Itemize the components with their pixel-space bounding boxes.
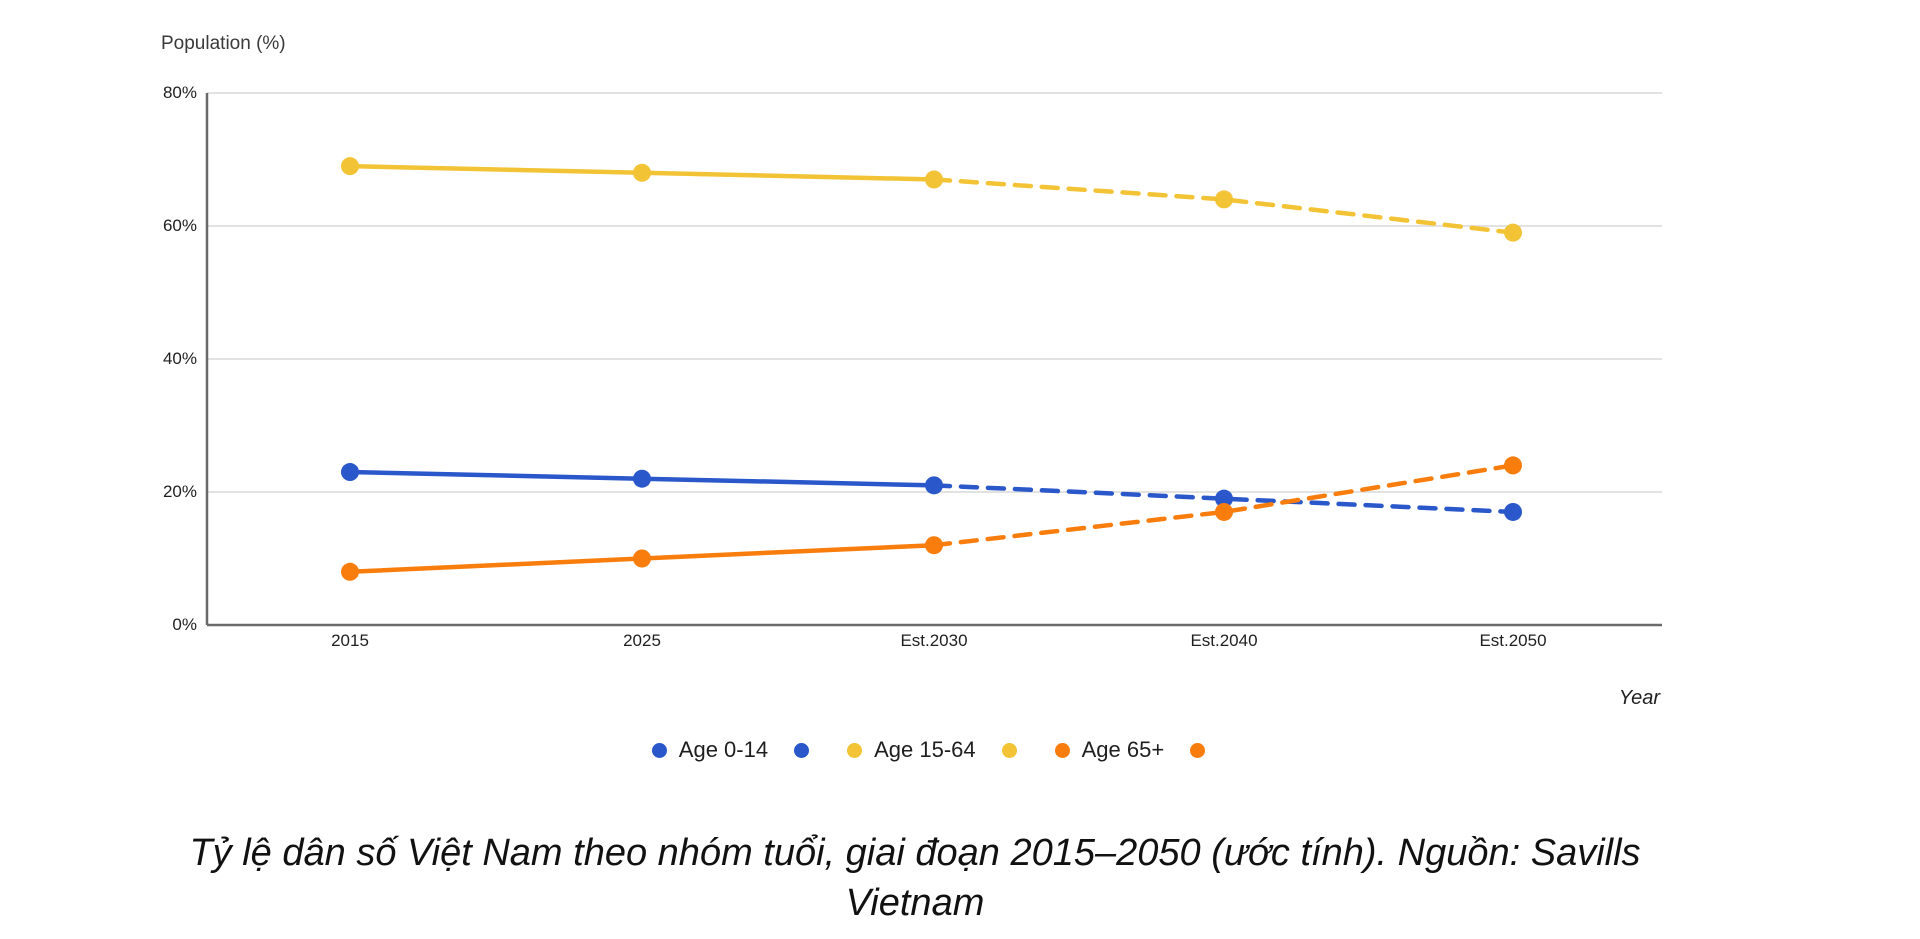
caption-line-2: Vietnam — [845, 882, 985, 924]
legend-item[interactable] — [1001, 742, 1029, 758]
chart-legend: Age 0-14 Age 15-64 Age 65+ — [207, 737, 1662, 763]
data-point-age-15-64-est-2050[interactable] — [1504, 223, 1522, 242]
data-point-age-0-14-est-2030[interactable] — [925, 476, 943, 495]
data-point-age-0-14-2025[interactable] — [633, 469, 651, 488]
x-tick-label-2025: 2025 — [623, 631, 661, 650]
y-tick-label-0: 0% — [172, 615, 197, 634]
data-point-age-65-est-2050[interactable] — [1504, 456, 1522, 475]
legend-item[interactable]: Age 0-14 — [651, 737, 769, 763]
x-tick-label-est2050: Est.2050 — [1479, 631, 1547, 650]
series-line-age-15-64-dashed — [931, 177, 1516, 235]
series-line-age-65-dashed — [931, 463, 1516, 548]
data-point-age-65-2025[interactable] — [633, 549, 651, 568]
legend-dot-icon — [847, 742, 863, 758]
y-tick-label-80: 80% — [162, 83, 197, 102]
chart-caption: Tỷ lệ dân số Việt Nam theo nhóm tuổi, gi… — [115, 828, 1715, 928]
line-chart-plot — [205, 92, 1662, 627]
data-point-age-65-est-2030[interactable] — [925, 536, 943, 555]
y-tick-label-40: 40% — [162, 349, 197, 368]
legend-item[interactable] — [1190, 742, 1217, 758]
legend-item[interactable]: Age 15-64 — [847, 737, 976, 763]
legend-item[interactable] — [794, 742, 821, 758]
x-tick-label-2015: 2015 — [331, 631, 369, 650]
y-tick-label-20: 20% — [162, 482, 197, 501]
legend-item-label: Age 65+ — [1081, 737, 1165, 762]
y-tick-label-60: 60% — [162, 216, 197, 235]
legend-dot-icon — [1054, 742, 1070, 758]
data-point-age-65-2015[interactable] — [341, 562, 359, 581]
data-point-age-15-64-est-2040[interactable] — [1215, 190, 1233, 209]
y-axis-title: Population (%) — [161, 33, 286, 54]
x-axis-title: Year — [1618, 687, 1660, 709]
data-point-age-15-64-2025[interactable] — [633, 163, 651, 182]
legend-item[interactable]: Age 65+ — [1054, 737, 1165, 763]
legend-dot-icon — [1001, 742, 1017, 758]
series-line-age-0-14-dashed — [931, 483, 1516, 515]
data-point-age-15-64-2015[interactable] — [341, 157, 359, 176]
data-point-age-0-14-est-2050[interactable] — [1504, 502, 1522, 521]
legend-item-label: Age 15-64 — [874, 737, 976, 762]
data-point-age-0-14-est-2040[interactable] — [1215, 489, 1233, 508]
legend-dot-icon — [1190, 742, 1206, 758]
legend-dot-icon — [651, 742, 667, 758]
x-tick-label-est2040: Est.2040 — [1190, 631, 1258, 650]
caption-line-1: Tỷ lệ dân số Việt Nam theo nhóm tuổi, gi… — [189, 832, 1641, 874]
legend-dot-icon — [794, 742, 810, 758]
x-tick-label-est2030: Est.2030 — [900, 631, 968, 650]
data-point-age-65-est-2040[interactable] — [1215, 502, 1233, 521]
legend-item-label: Age 0-14 — [678, 737, 769, 762]
data-point-age-15-64-est-2030[interactable] — [925, 170, 943, 189]
data-point-age-0-14-2015[interactable] — [341, 463, 359, 482]
